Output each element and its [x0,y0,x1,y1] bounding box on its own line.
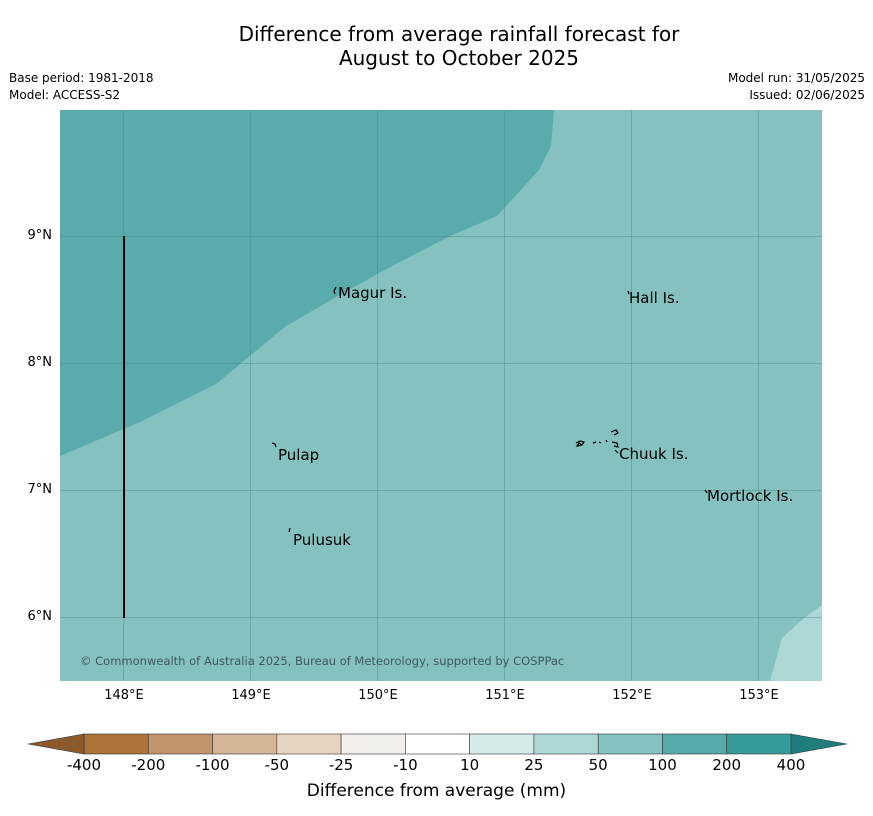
colorbar-tick-label: 25 [524,756,544,774]
island-chuuk-west [575,440,585,447]
island-pulap [271,442,277,448]
issued-date: Issued: 02/06/2025 [749,88,865,102]
island-mortlock [704,489,708,494]
colorbar-title: Difference from average (mm) [306,781,567,801]
colorbar-tick-label: -50 [264,756,290,774]
colorbar-cell [83,733,149,755]
colorbar-tick-label: -10 [393,756,418,774]
colorbar-cell [469,733,535,755]
colorbar-tick-label: -200 [131,756,166,774]
model-name: Model: ACCESS-S2 [9,88,121,102]
base-period: Base period: 1981-2018 [9,71,154,85]
title-line-1: Difference from average rainfall forecas… [238,22,680,46]
lat-label-8n: 8°N [27,355,53,370]
lon-label-152e: 152°E [612,688,652,703]
lon-label-151e: 151°E [485,688,525,703]
lat-label-7n: 7°N [27,482,53,497]
colorbar-cell [212,733,278,755]
meta-left: Base period: 1981-2018 Model: ACCESS-S2 [9,70,154,104]
lat-label-6n: 6°N [27,609,53,624]
colorbar-cell [726,733,792,755]
map-region-25-50 [770,605,822,681]
colorbar-cell [533,733,599,755]
colorbar-tick-label: -25 [328,756,354,774]
colorbar-cells [83,733,792,755]
colorbar-tick-label: -100 [195,756,230,774]
model-run: Model run: 31/05/2025 [727,71,865,85]
colorbar-cell [340,733,406,755]
colorbar-cell [276,733,342,755]
colorbar-cell [405,733,470,755]
lon-label-149e: 149°E [231,688,271,703]
lon-label-153e: 153°E [739,688,779,703]
colorbar-cell [597,733,663,755]
colorbar-tick-label: -400 [66,756,102,774]
island-hall [627,290,630,295]
title-line-2: August to October 2025 [338,46,580,70]
gridlines [60,110,822,681]
colorbar-tick-label: 100 [648,756,677,774]
colorbar-tick-label: 10 [460,756,480,774]
island-chuuk-east [610,429,619,454]
place-label-pulusuk: Pulusuk [293,531,351,549]
island-outlines [271,286,708,533]
island-pulusuk [288,527,291,533]
chart-title: Difference from average rainfall forecas… [0,22,873,70]
lon-label-150e: 150°E [358,688,398,703]
island-magur [333,286,337,295]
place-label-pulap: Pulap [278,446,320,464]
colorbar-cell [147,733,213,755]
lon-label-148e: 148°E [104,688,144,703]
forecast-map[interactable] [60,110,822,681]
place-label-mortlock: Mortlock Is. [707,487,794,505]
colorbar [27,733,848,755]
map-region-100-200 [60,110,554,456]
place-label-hall: Hall Is. [629,289,680,307]
colorbar-tick-label: 200 [712,756,742,774]
place-label-chuuk: Chuuk Is. [619,445,689,463]
colorbar-tick-label: 50 [588,756,608,774]
lat-label-9n: 9°N [27,228,53,243]
colorbar-extend-low [27,733,85,755]
island-chuuk-mid [592,439,608,444]
colorbar-tick-label: 400 [776,756,806,774]
meta-right: Model run: 31/05/2025 Issued: 02/06/2025 [728,70,865,104]
colorbar-cell [662,733,728,755]
place-label-magur: Magur Is. [338,284,408,302]
copyright-notice: © Commonwealth of Australia 2025, Bureau… [80,654,565,668]
colorbar-extend-high [790,733,848,755]
